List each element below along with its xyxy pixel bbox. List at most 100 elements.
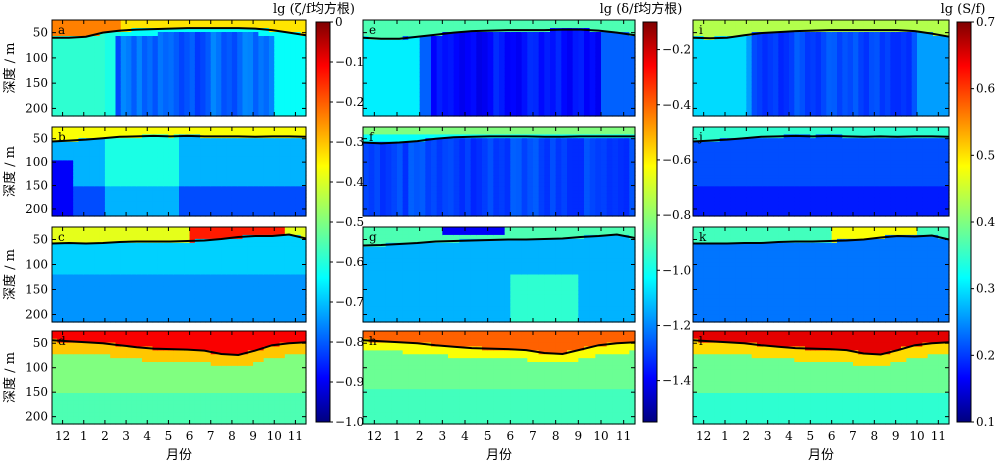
heatmap-cell <box>231 400 238 406</box>
heatmap-cell <box>73 298 80 303</box>
heatmap-cell <box>110 358 117 363</box>
heatmap-cell <box>184 254 191 260</box>
heatmap-cell <box>274 377 281 382</box>
heatmap-cell <box>226 369 233 375</box>
heatmap-cell <box>247 266 254 272</box>
heatmap-cell <box>83 56 90 61</box>
heatmap-cell <box>57 362 64 367</box>
heatmap-cell <box>397 64 404 69</box>
heatmap-cell <box>237 377 244 382</box>
heatmap-cell <box>104 100 111 105</box>
heatmap-cell <box>126 88 132 93</box>
heatmap-cell <box>152 362 159 367</box>
heatmap-cell <box>163 64 170 69</box>
heatmap-cell <box>268 156 275 161</box>
heatmap-cell <box>258 24 265 29</box>
heatmap-cell <box>231 20 238 25</box>
heatmap-cell <box>52 60 58 65</box>
heatmap-cell <box>163 396 170 402</box>
heatmap-cell <box>168 171 175 176</box>
heatmap-cell <box>99 100 106 105</box>
heatmap-cell <box>141 24 148 29</box>
heatmap-cell <box>295 92 302 97</box>
heatmap-cell <box>131 164 138 169</box>
heatmap-cell <box>73 68 80 73</box>
heatmap-cell <box>274 64 281 69</box>
heatmap-cell <box>110 44 117 49</box>
heatmap-cell <box>242 197 249 202</box>
heatmap-cell <box>184 250 191 256</box>
heatmap-cell <box>78 416 85 421</box>
heatmap-cell <box>141 234 148 240</box>
heatmap-cell <box>131 60 138 65</box>
heatmap-cell <box>268 164 275 169</box>
heatmap-cell <box>268 246 275 252</box>
heatmap-cell <box>152 178 159 184</box>
heatmap-cell <box>290 201 297 206</box>
heatmap-cell <box>258 145 265 150</box>
heatmap-cell <box>194 68 201 73</box>
heatmap-cell <box>295 420 302 425</box>
heatmap-cell <box>62 76 69 81</box>
heatmap-cell <box>210 362 217 367</box>
heatmap-cell <box>168 385 175 390</box>
heatmap-cell <box>210 393 217 398</box>
heatmap-cell <box>231 112 238 117</box>
heatmap-cell <box>157 80 164 85</box>
heatmap-cell <box>274 197 281 202</box>
heatmap-cell <box>89 306 95 311</box>
heatmap-cell <box>147 193 154 199</box>
heatmap-cell <box>295 227 302 232</box>
heatmap-cell <box>173 310 180 315</box>
heatmap-cell <box>141 48 148 53</box>
heatmap-cell <box>226 164 233 169</box>
heatmap-cell <box>173 104 180 109</box>
heatmap-cell <box>99 80 106 85</box>
heatmap-cell <box>120 204 127 210</box>
heatmap-cell <box>221 193 228 199</box>
heatmap-cell <box>290 130 297 136</box>
heatmap-cell <box>268 314 275 319</box>
heatmap-cell <box>216 254 222 260</box>
heatmap-cell <box>205 141 212 147</box>
heatmap-cell <box>284 64 291 69</box>
heatmap-cell <box>147 160 154 165</box>
heatmap-cell <box>210 306 217 311</box>
heatmap-cell <box>104 358 111 363</box>
heatmap-cell <box>210 342 217 348</box>
heatmap-cell <box>89 302 95 307</box>
heatmap-cell <box>89 36 95 41</box>
heatmap-cell <box>374 104 381 109</box>
heatmap-cell <box>210 365 217 371</box>
heatmap-cell <box>131 48 138 53</box>
heatmap-cell <box>210 80 217 85</box>
heatmap-cell <box>73 354 80 359</box>
heatmap-cell <box>295 412 302 417</box>
heatmap-cell <box>221 178 228 184</box>
heatmap-cell <box>115 182 122 187</box>
heatmap-cell <box>216 400 222 406</box>
heatmap-cell <box>279 258 286 264</box>
heatmap-cell <box>99 385 106 390</box>
heatmap-cell <box>258 412 265 417</box>
heatmap-cell <box>104 278 111 284</box>
heatmap-cell <box>290 48 297 53</box>
heatmap-cell <box>374 84 381 89</box>
heatmap-cell <box>237 334 244 340</box>
heatmap-cell <box>104 190 111 195</box>
heatmap-cell <box>99 160 106 165</box>
heatmap-cell <box>62 80 69 85</box>
heatmap-cell <box>397 44 404 49</box>
heatmap-cell <box>179 362 185 367</box>
heatmap-cell <box>279 389 286 394</box>
heatmap-cell <box>200 88 207 93</box>
heatmap-cell <box>184 92 191 97</box>
heatmap-cell <box>73 164 80 169</box>
heatmap-cell <box>242 44 249 49</box>
heatmap-cell <box>253 127 259 132</box>
heatmap-cell <box>226 230 233 236</box>
heatmap-cell <box>231 227 238 232</box>
heatmap-cell <box>131 138 138 143</box>
heatmap-cell <box>200 331 207 336</box>
heatmap-cell <box>374 72 381 77</box>
